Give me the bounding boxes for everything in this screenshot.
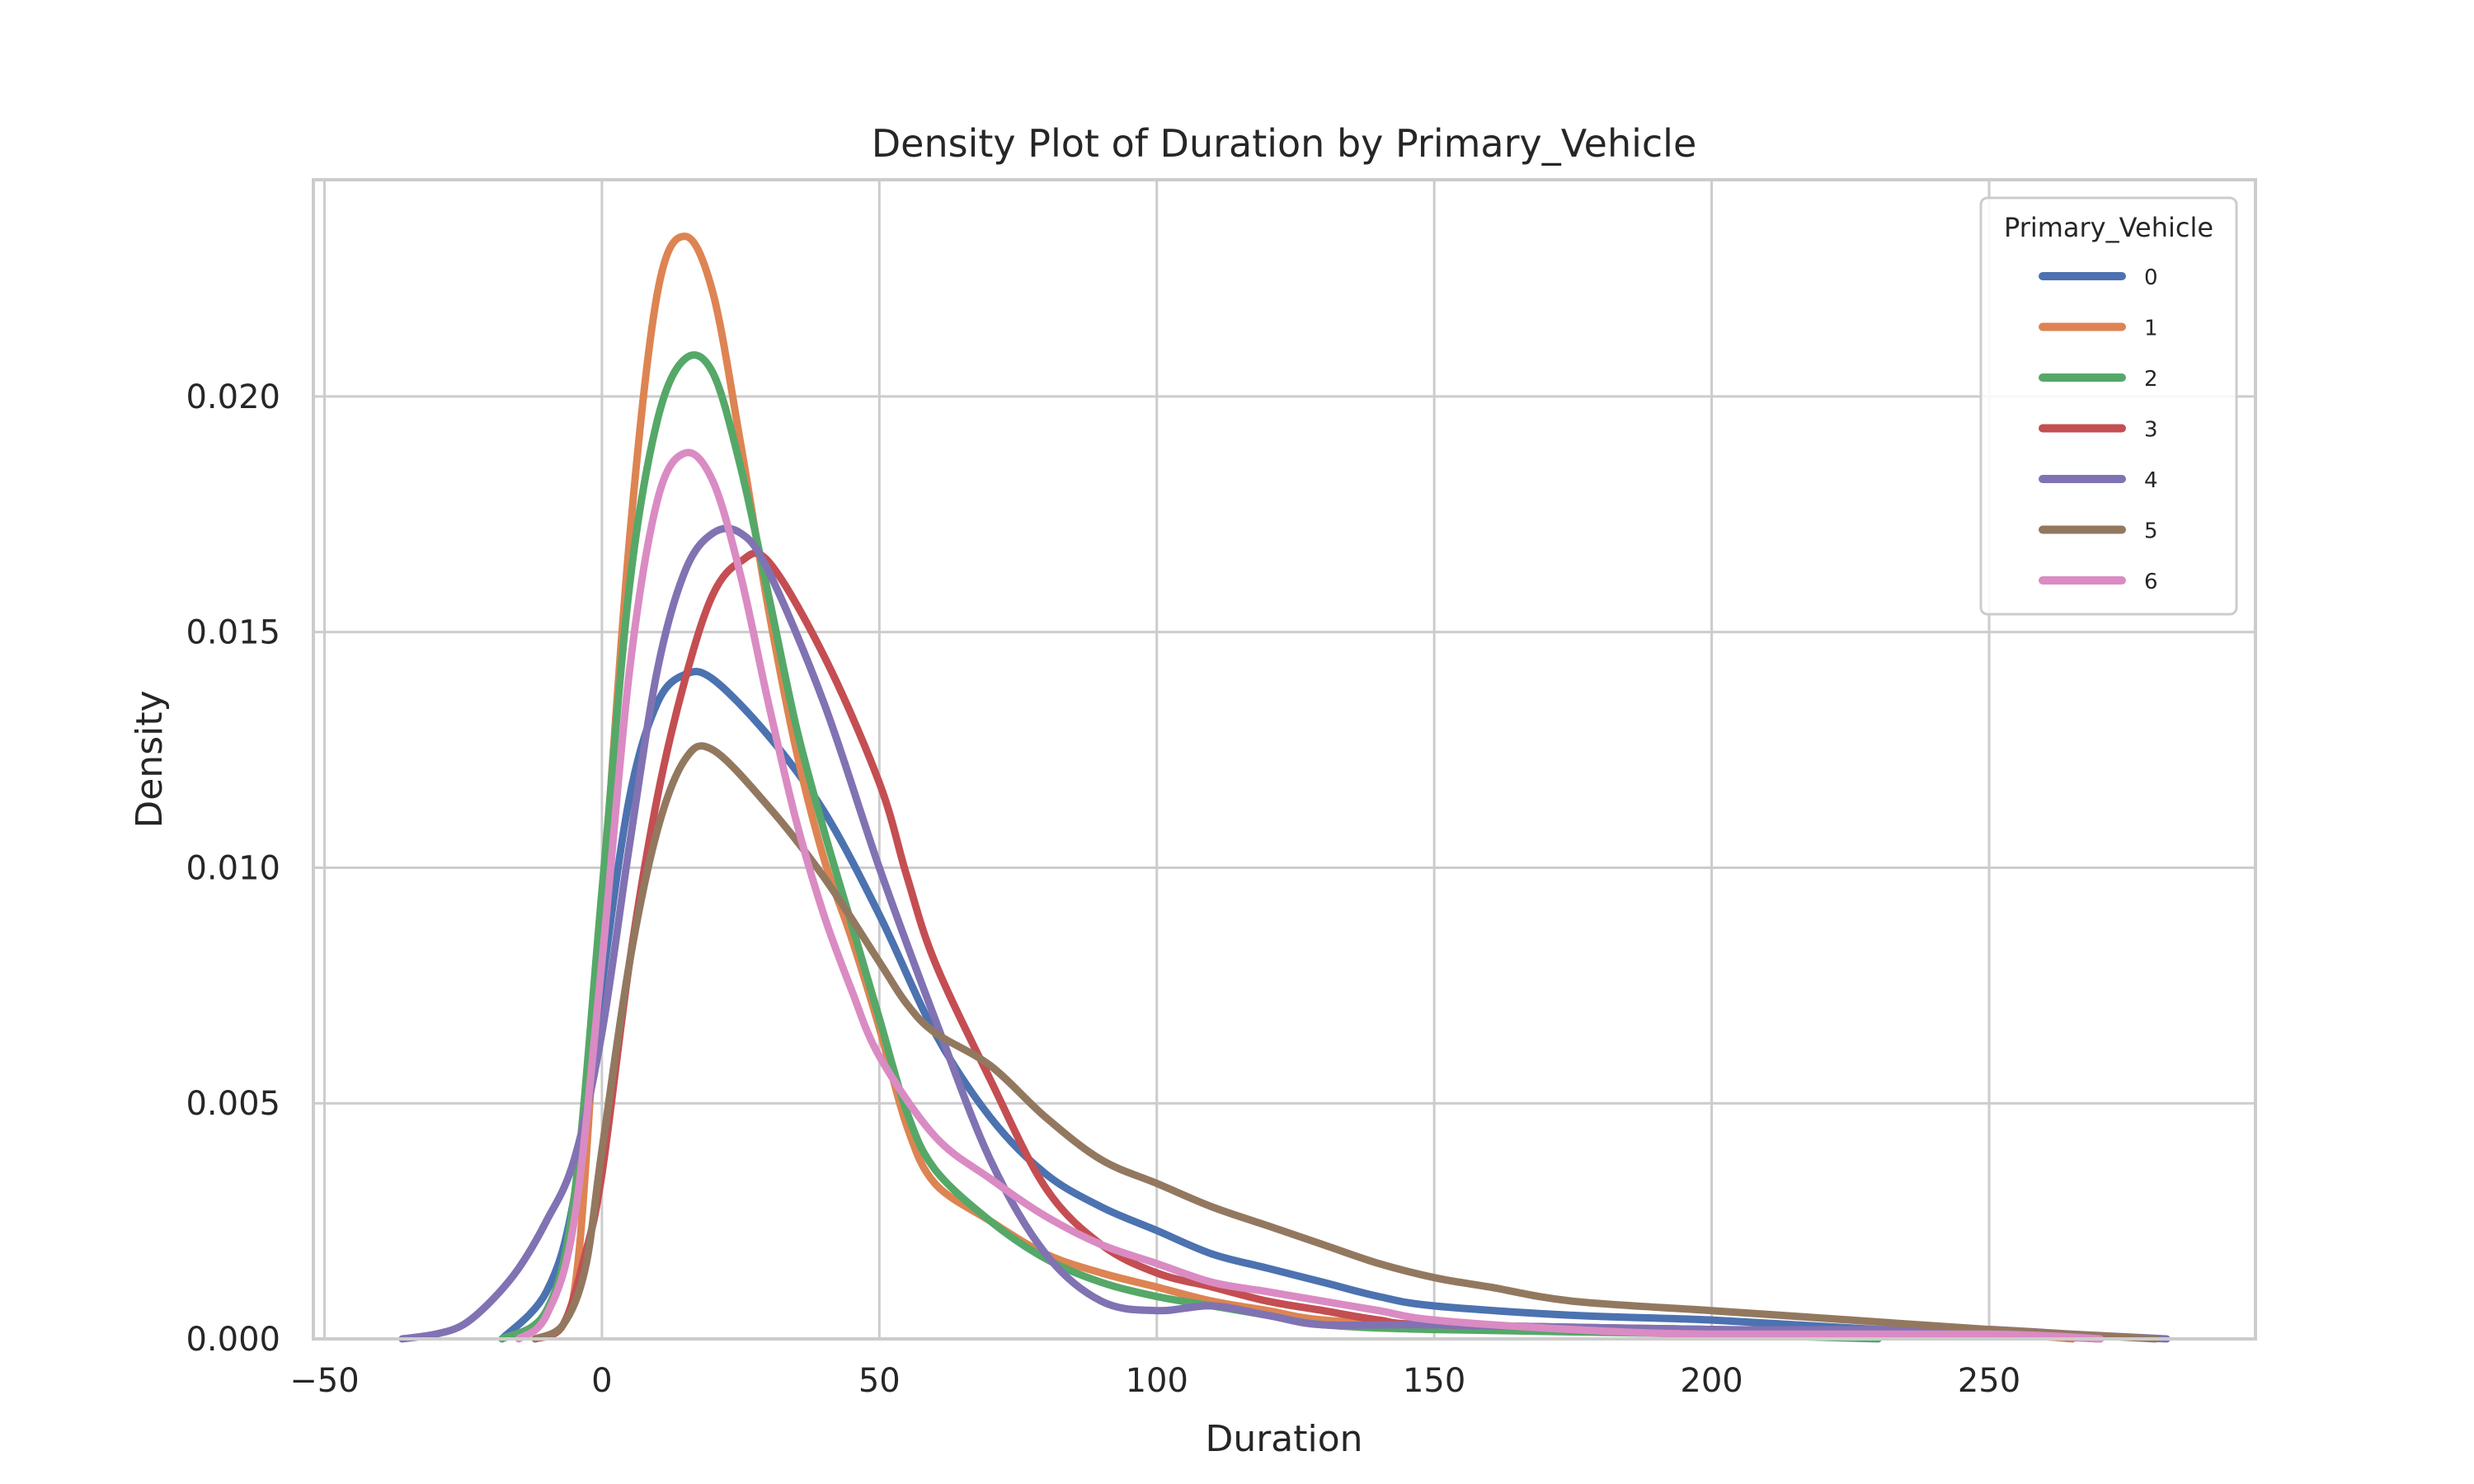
y-tick-labels: 0.000 0.005 0.010 0.015 0.020	[186, 378, 280, 1359]
legend-label-series-3: 3	[2144, 418, 2158, 443]
density-line-series-3	[531, 549, 2105, 1343]
legend-frame	[1979, 196, 2238, 616]
x-tick-label: 50	[858, 1362, 901, 1400]
y-tick-label: 0.015	[186, 614, 280, 652]
x-tick-label: 200	[1680, 1362, 1743, 1400]
y-axis-title: Density	[129, 690, 171, 828]
x-tick-labels: −50 0 50 100 150 200 250	[289, 1362, 2020, 1400]
y-tick-label: 0.005	[186, 1085, 280, 1123]
chart-title: Density Plot of Duration by Primary_Vehi…	[872, 121, 1697, 166]
x-axis-title: Duration	[1205, 1418, 1362, 1460]
series-layer	[398, 232, 2171, 1343]
legend-label-series-5: 5	[2144, 519, 2158, 544]
legend-title: Primary_Vehicle	[2004, 212, 2213, 243]
legend-label-series-2: 2	[2144, 367, 2158, 392]
y-tick-label: 0.010	[186, 849, 280, 887]
y-tick-label: 0.020	[186, 378, 280, 416]
y-tick-label: 0.000	[186, 1321, 280, 1359]
plot-frame	[312, 178, 2257, 1341]
legend: Primary_Vehicle 0 1 2 3 4 5 6	[1979, 196, 2238, 616]
x-tick-label: 150	[1403, 1362, 1465, 1400]
density-line-series-6	[515, 448, 2105, 1343]
x-tick-label: 250	[1958, 1362, 2020, 1400]
legend-items: 0 1 2 3 4 5 6	[2039, 265, 2158, 594]
density-line-series-0	[498, 668, 2105, 1343]
density-line-series-1	[531, 232, 2077, 1343]
legend-label-series-6: 6	[2144, 570, 2158, 594]
density-line-series-4	[398, 524, 2171, 1343]
density-line-series-2	[498, 351, 1882, 1343]
x-tick-label: −50	[289, 1362, 359, 1400]
legend-label-series-4: 4	[2144, 468, 2158, 493]
x-tick-label: 100	[1126, 1362, 1188, 1400]
x-tick-label: 0	[591, 1362, 612, 1400]
legend-label-series-0: 0	[2144, 265, 2158, 290]
legend-label-series-1: 1	[2144, 317, 2158, 341]
density-line-series-5	[531, 742, 2160, 1343]
